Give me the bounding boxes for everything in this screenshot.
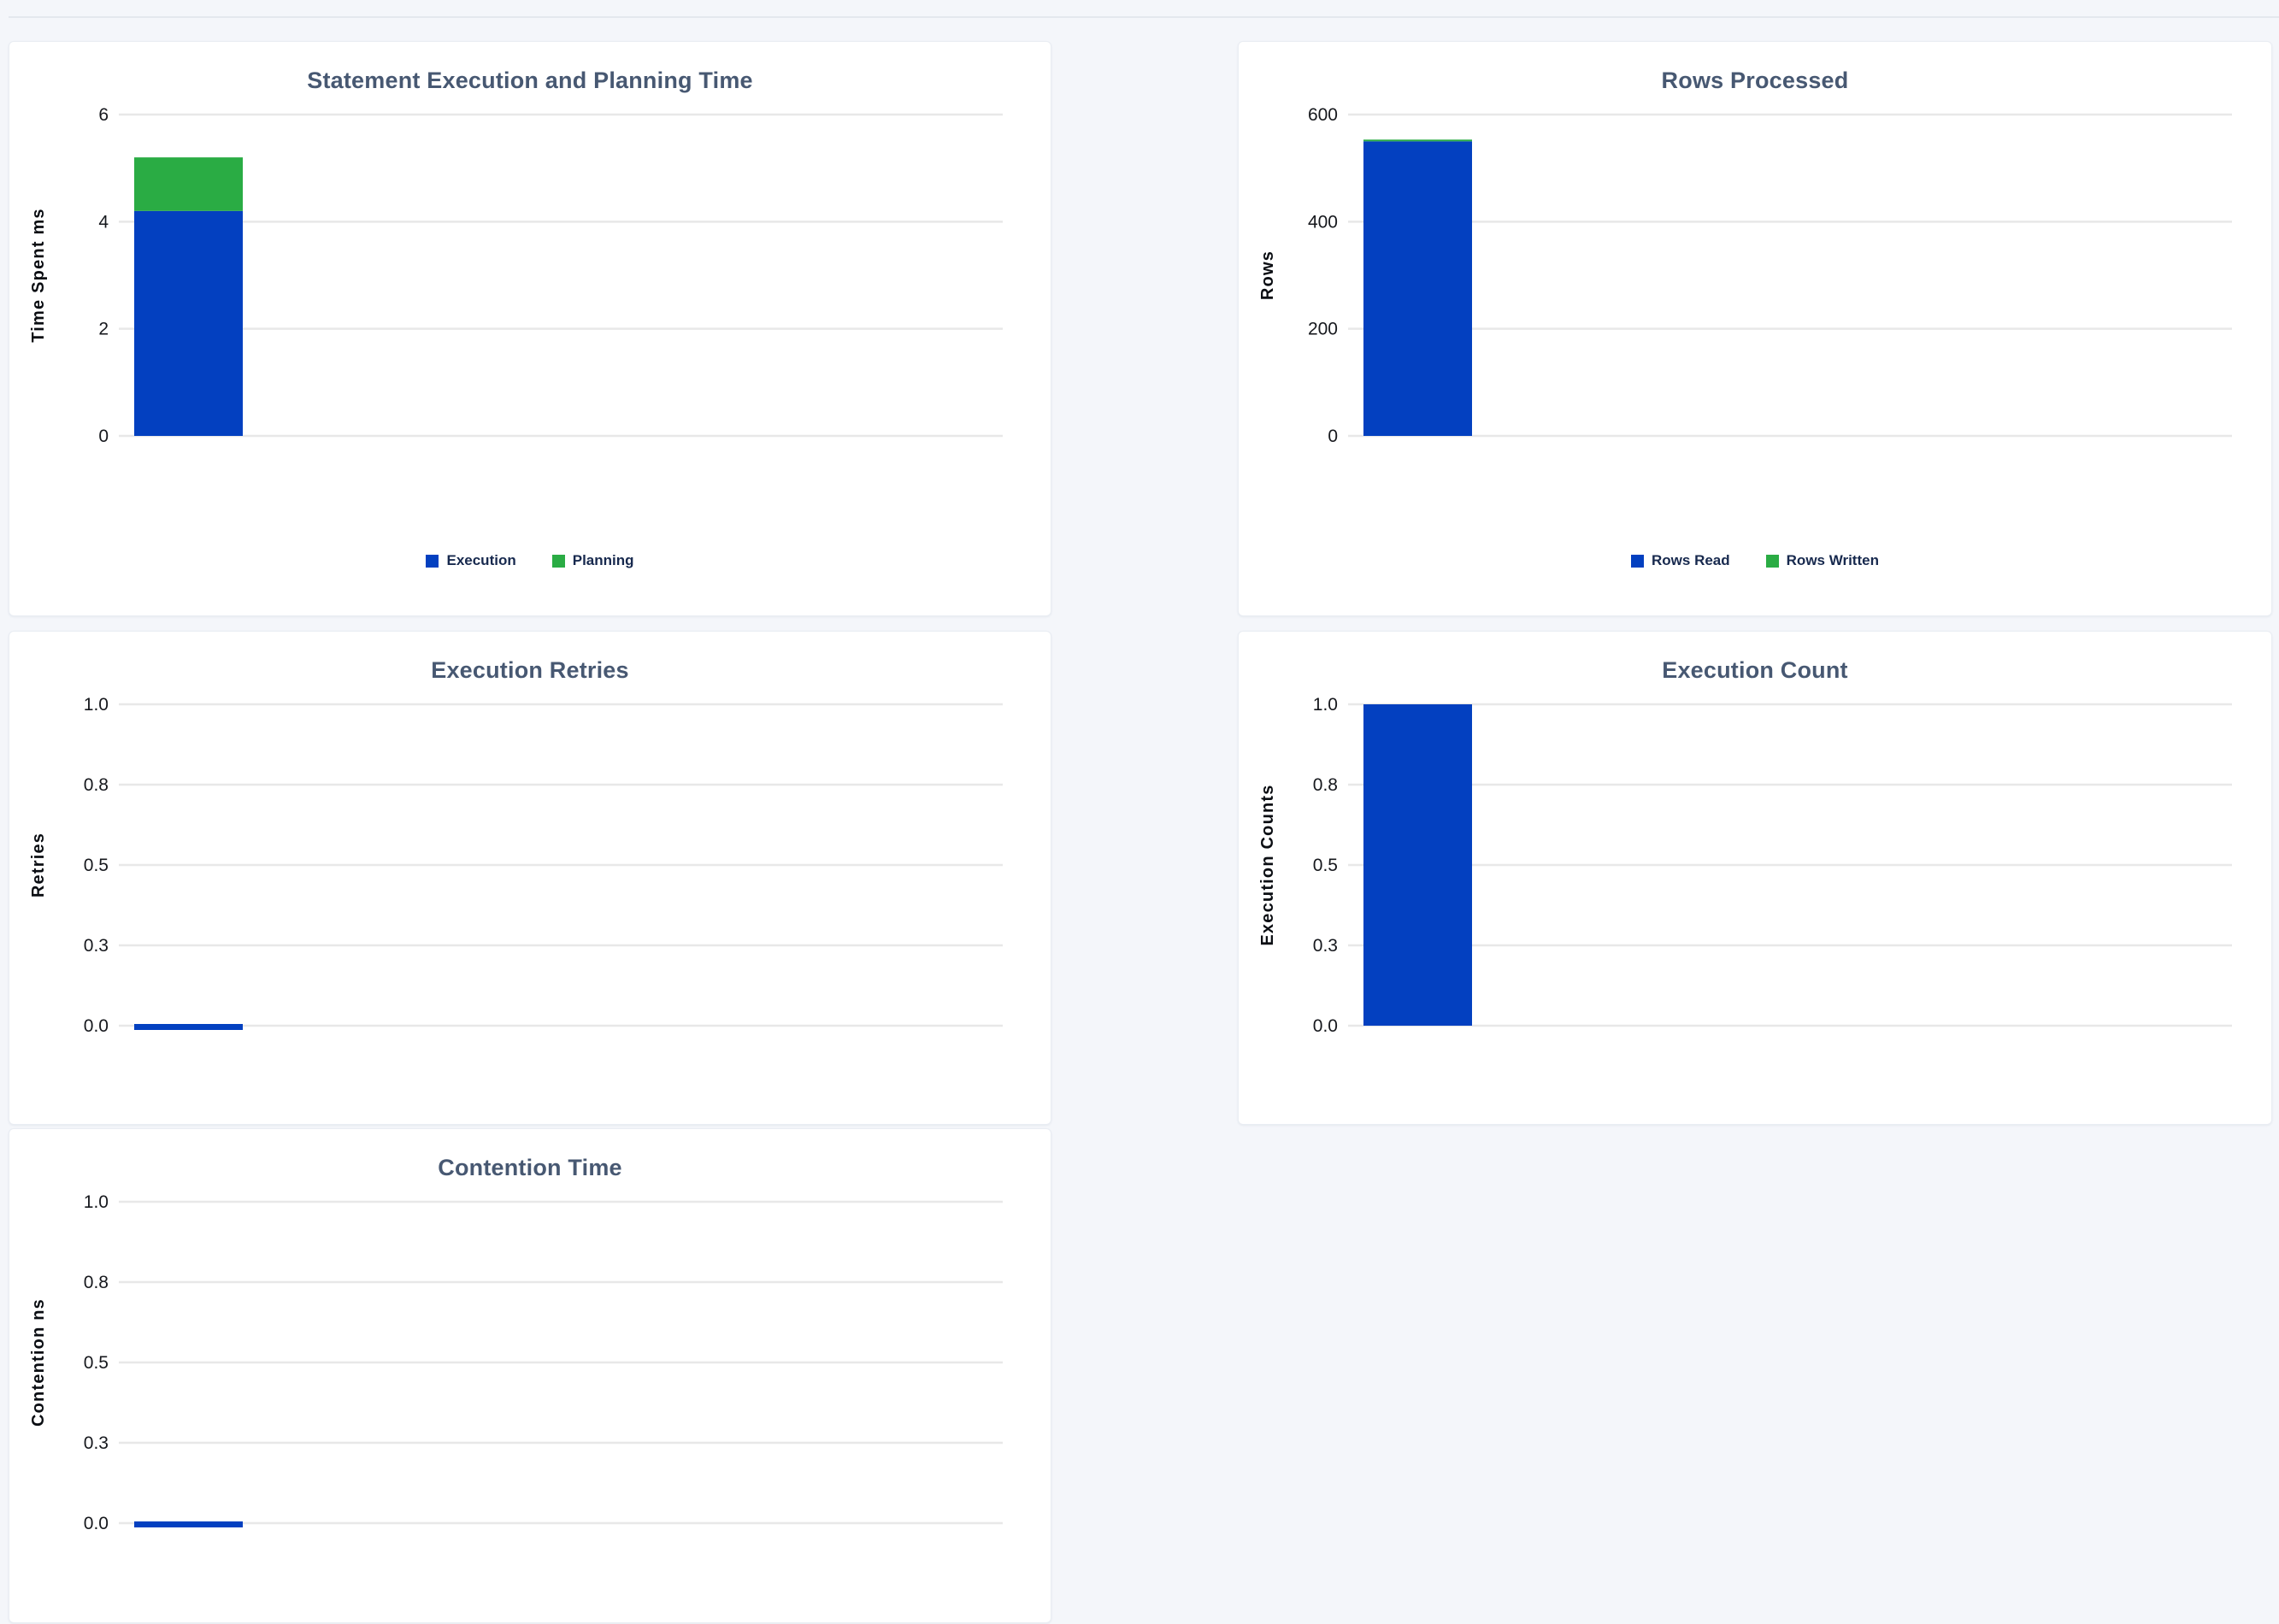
y-gridlines xyxy=(1348,113,2232,438)
y-axis-label: Retries xyxy=(29,833,48,897)
y-tick-label: 0 xyxy=(1328,427,1338,446)
statement-execution-planning-time-chart: 0 2 4 6 Time Spent ms xyxy=(29,105,1003,446)
bars xyxy=(134,1024,243,1030)
legend-label: Planning xyxy=(572,552,634,568)
y-tick-label: 2 xyxy=(98,320,109,339)
bar-segment xyxy=(134,210,243,437)
legend-label: Rows Written xyxy=(1786,552,1879,568)
legend-swatch-icon xyxy=(1631,554,1645,568)
y-gridlines xyxy=(119,113,1003,438)
y-tick-label: 0.3 xyxy=(84,1433,109,1453)
y-tick-labels: 0.0 0.3 0.5 0.8 1.0 xyxy=(84,695,109,1036)
y-tick-label: 400 xyxy=(1308,212,1338,232)
y-tick-label: 0.8 xyxy=(84,775,109,795)
legend-item: Planning xyxy=(551,552,634,569)
y-tick-label: 6 xyxy=(98,105,109,125)
bars xyxy=(1363,704,1472,1026)
y-tick-label: 600 xyxy=(1308,105,1338,125)
y-tick-labels: 0 2 4 6 xyxy=(98,105,109,446)
chart-title: Statement Execution and Planning Time xyxy=(307,68,753,93)
legend-swatch-icon xyxy=(1765,554,1779,568)
chart-card-execution-retries: Execution Retries 0.0 0.3 0.5 0.8 1.0 Retries xyxy=(9,631,1051,1125)
legend-item: Rows Read xyxy=(1631,552,1730,569)
y-tick-label: 4 xyxy=(98,212,109,232)
bars xyxy=(1363,139,1472,436)
execution-retries-chart: 0.0 0.3 0.5 0.8 1.0 Retries xyxy=(29,695,1003,1036)
y-tick-label: 0.5 xyxy=(1313,856,1338,875)
y-tick-label: 0.8 xyxy=(84,1273,109,1292)
bars xyxy=(134,1521,243,1527)
chart-title: Execution Count xyxy=(1662,657,1848,683)
chart-card-statement-execution-planning-time: Statement Execution and Planning Time 0 2… xyxy=(9,41,1051,616)
legend-label: Execution xyxy=(446,552,516,568)
bar-zero-line xyxy=(134,1521,243,1527)
chart-title: Rows Processed xyxy=(1661,68,1849,93)
y-tick-label: 0 xyxy=(98,427,109,446)
y-gridlines xyxy=(1348,703,2232,1027)
y-tick-labels: 0.0 0.3 0.5 0.8 1.0 xyxy=(1313,695,1338,1036)
contention-time-chart: 0.0 0.3 0.5 0.8 1.0 Contention ns xyxy=(29,1192,1003,1533)
y-axis-label: Time Spent ms xyxy=(29,208,48,343)
y-axis-label: Execution Counts xyxy=(1258,784,1277,945)
legend-swatch-icon xyxy=(551,554,565,568)
y-tick-label: 0.0 xyxy=(84,1016,109,1036)
y-tick-label: 0.3 xyxy=(84,936,109,956)
legend-label: Rows Read xyxy=(1652,552,1730,568)
y-tick-label: 1.0 xyxy=(84,1192,109,1212)
y-tick-label: 1.0 xyxy=(84,695,109,715)
y-axis-label: Contention ns xyxy=(29,1298,48,1427)
legend-item: Execution xyxy=(426,552,516,569)
y-tick-label: 0.5 xyxy=(84,1353,109,1373)
chart-legend: Execution Planning xyxy=(9,552,1051,569)
chart-card-contention-time: Contention Time 0.0 0.3 0.5 0.8 1.0 Contentio… xyxy=(9,1128,1051,1623)
chart-card-execution-count: Execution Count 0.0 0.3 0.5 0.8 1.0 Execution… xyxy=(1238,631,2272,1125)
chart-title: Contention Time xyxy=(438,1155,622,1180)
y-tick-labels: 0 200 400 600 xyxy=(1308,105,1338,446)
legend-swatch-icon xyxy=(426,554,439,568)
y-gridlines xyxy=(119,703,1003,1027)
legend-item: Rows Written xyxy=(1765,552,1879,569)
section-divider xyxy=(9,16,2279,18)
y-tick-label: 0.5 xyxy=(84,856,109,875)
y-tick-label: 0.0 xyxy=(1313,1016,1338,1036)
y-axis-label: Rows xyxy=(1258,250,1277,300)
y-tick-label: 0.0 xyxy=(84,1514,109,1533)
y-gridlines xyxy=(119,1200,1003,1525)
y-tick-label: 0.3 xyxy=(1313,936,1338,956)
bar-segment xyxy=(1363,704,1472,1026)
bar-zero-line xyxy=(134,1024,243,1030)
y-tick-label: 200 xyxy=(1308,320,1338,339)
chart-title: Execution Retries xyxy=(431,657,629,683)
y-tick-label: 0.8 xyxy=(1313,775,1338,795)
chart-card-rows-processed: Rows Processed 0 200 400 600 Rows Rows Read R… xyxy=(1238,41,2272,616)
rows-processed-chart: 0 200 400 600 Rows xyxy=(1258,105,2232,446)
y-tick-label: 1.0 xyxy=(1313,695,1338,715)
bars xyxy=(134,157,243,437)
chart-legend: Rows Read Rows Written xyxy=(1239,552,2271,569)
y-tick-labels: 0.0 0.3 0.5 0.8 1.0 xyxy=(84,1192,109,1533)
bar-segment xyxy=(1363,141,1472,436)
execution-count-chart: 0.0 0.3 0.5 0.8 1.0 Execution Counts xyxy=(1258,695,2232,1036)
bar-segment-zero xyxy=(1363,139,1472,142)
bar-segment xyxy=(134,157,243,211)
